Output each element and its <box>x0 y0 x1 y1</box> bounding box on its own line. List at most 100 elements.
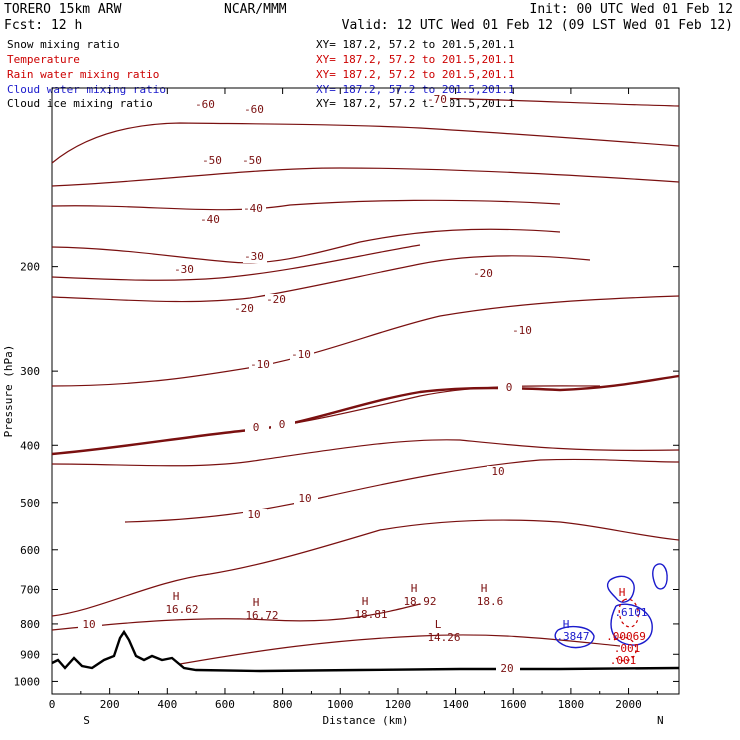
rain-label: .001 <box>614 642 641 655</box>
contour-label-bg <box>199 214 223 226</box>
x-tick-label: 400 <box>157 698 177 711</box>
cloud-water-contours <box>554 563 668 649</box>
hl-marker: H <box>411 582 418 595</box>
contour-label-bg <box>242 203 266 215</box>
y-tick-label: 500 <box>20 497 40 510</box>
hl-marker: L <box>435 618 442 631</box>
x-tick-label: 1400 <box>442 698 469 711</box>
contour-label-bg <box>78 619 102 631</box>
contour-label: 0 <box>253 421 260 434</box>
legend-snow-label: Snow mixing ratio <box>7 38 120 51</box>
legend-cloud-water-label: Cloud water mixing ratio <box>7 83 166 96</box>
center-title: NCAR/MMM <box>224 2 287 17</box>
contour-label-bg <box>201 155 225 167</box>
temperature-contours <box>51 97 680 665</box>
isotherm-20 <box>179 634 621 665</box>
contour-label-bg <box>294 493 318 505</box>
contour-label-bg <box>173 264 197 276</box>
forecast-hour: Fcst: 12 h <box>4 18 82 33</box>
contour-label-bg <box>496 663 520 675</box>
isotherm-minus10 <box>51 295 680 387</box>
contour-label-bg <box>487 466 511 478</box>
isotherm-minus40 <box>51 199 561 211</box>
init-time: Init: 00 UTC Wed 01 Feb 12 <box>530 2 734 17</box>
hl-value: 18.6 <box>477 595 504 608</box>
contour-label: -70 <box>427 93 447 106</box>
hl-marker: H <box>362 595 369 608</box>
hl-value: 14.26 <box>427 631 460 644</box>
rain-contours <box>613 598 639 662</box>
contour-label-bg <box>194 99 218 111</box>
hl-marker: H <box>253 596 260 609</box>
contour-labels: -70 -60 -60 -50 -50 -40 -40 -30 -30 -20 -20 -20 -10 -… <box>78 93 535 675</box>
y-tick-label: 800 <box>20 618 40 631</box>
x-end-label-left: S <box>83 714 90 727</box>
isotherm-minus70 <box>429 97 680 107</box>
valid-time: Valid: 12 UTC Wed 01 Feb 12 (09 LST Wed … <box>342 18 733 33</box>
y-tick-label: 200 <box>20 261 40 274</box>
contour-label: 10 <box>247 508 260 521</box>
isotherm-0-bold <box>51 374 680 456</box>
cloud-water-label: .6101 <box>614 606 647 619</box>
contour-label: 20 <box>500 662 513 675</box>
cloud-water-label: H <box>563 618 570 631</box>
contour-label-bg <box>245 422 269 434</box>
contour-label: -60 <box>244 103 264 116</box>
y-tick-label: 900 <box>20 648 40 661</box>
contour-label-bg <box>290 349 314 361</box>
y-tick-label: 600 <box>20 544 40 557</box>
cloud-water-contour-3 <box>554 625 595 649</box>
isotherm-minus60 <box>51 122 680 164</box>
contour-label: -10 <box>250 358 270 371</box>
legend-rain-xy: XY= 187.2, 57.2 to 201.5,201.1 <box>316 68 515 81</box>
contour-label-bg <box>243 251 267 263</box>
y-axis-label: Pressure (hPa) <box>2 345 15 438</box>
contour-label: 0 <box>279 418 286 431</box>
terrain-profile <box>51 629 680 673</box>
x-end-label-right: N <box>657 714 664 727</box>
hl-value: 18.92 <box>403 595 436 608</box>
rain-label: .001 <box>610 654 637 667</box>
cloud-water-contour-1 <box>606 575 635 603</box>
legend-temperature-xy: XY= 187.2, 57.2 to 201.5,201.1 <box>316 53 515 66</box>
legend-cloud-water-xy: XY= 187.2, 57.2 to 201.5,201.1 <box>316 83 515 96</box>
contour-label-bg <box>511 325 535 337</box>
contour-label: -20 <box>266 293 286 306</box>
contour-label-bg <box>233 303 257 315</box>
isotherm-minus20b <box>51 244 421 281</box>
contour-label: -20 <box>234 302 254 315</box>
x-tick-label: 0 <box>49 698 56 711</box>
legend-temperature-label: Temperature <box>7 53 80 66</box>
contour-label-bg <box>265 294 289 306</box>
contour-label-bg <box>472 268 496 280</box>
x-tick-label: 600 <box>215 698 235 711</box>
contour-label-bg <box>241 155 265 167</box>
x-axis: 0 200 400 600 800 1000 1200 1400 1600 1800 2000Dis… <box>49 88 664 727</box>
contour-label-bg <box>498 382 522 394</box>
isotherm-minus30 <box>51 228 561 264</box>
contour-label: -50 <box>242 154 262 167</box>
isotherm-minus50 <box>51 167 680 187</box>
contour-label: -30 <box>244 250 264 263</box>
contour-label: 0 <box>506 381 513 394</box>
hl-marker: H <box>481 582 488 595</box>
contour-label-bg <box>243 104 267 116</box>
rain-contour-1 <box>618 598 639 628</box>
plot-frame <box>51 87 680 695</box>
y-tick-label: 700 <box>20 584 40 597</box>
x-tick-label: 800 <box>273 698 293 711</box>
contour-label: -40 <box>200 213 220 226</box>
contour-label-bg <box>249 359 273 371</box>
contour-label-bg <box>243 509 267 521</box>
isotherm-10b <box>51 519 680 617</box>
contour-label: -30 <box>174 263 194 276</box>
cloud-water-contour-4 <box>610 603 653 646</box>
cloud-water-label: .3847 <box>556 630 589 643</box>
rain-label: H <box>619 586 626 599</box>
x-tick-label: 1000 <box>327 698 354 711</box>
contour-label: -60 <box>195 98 215 111</box>
contour-label-bg <box>271 419 295 431</box>
